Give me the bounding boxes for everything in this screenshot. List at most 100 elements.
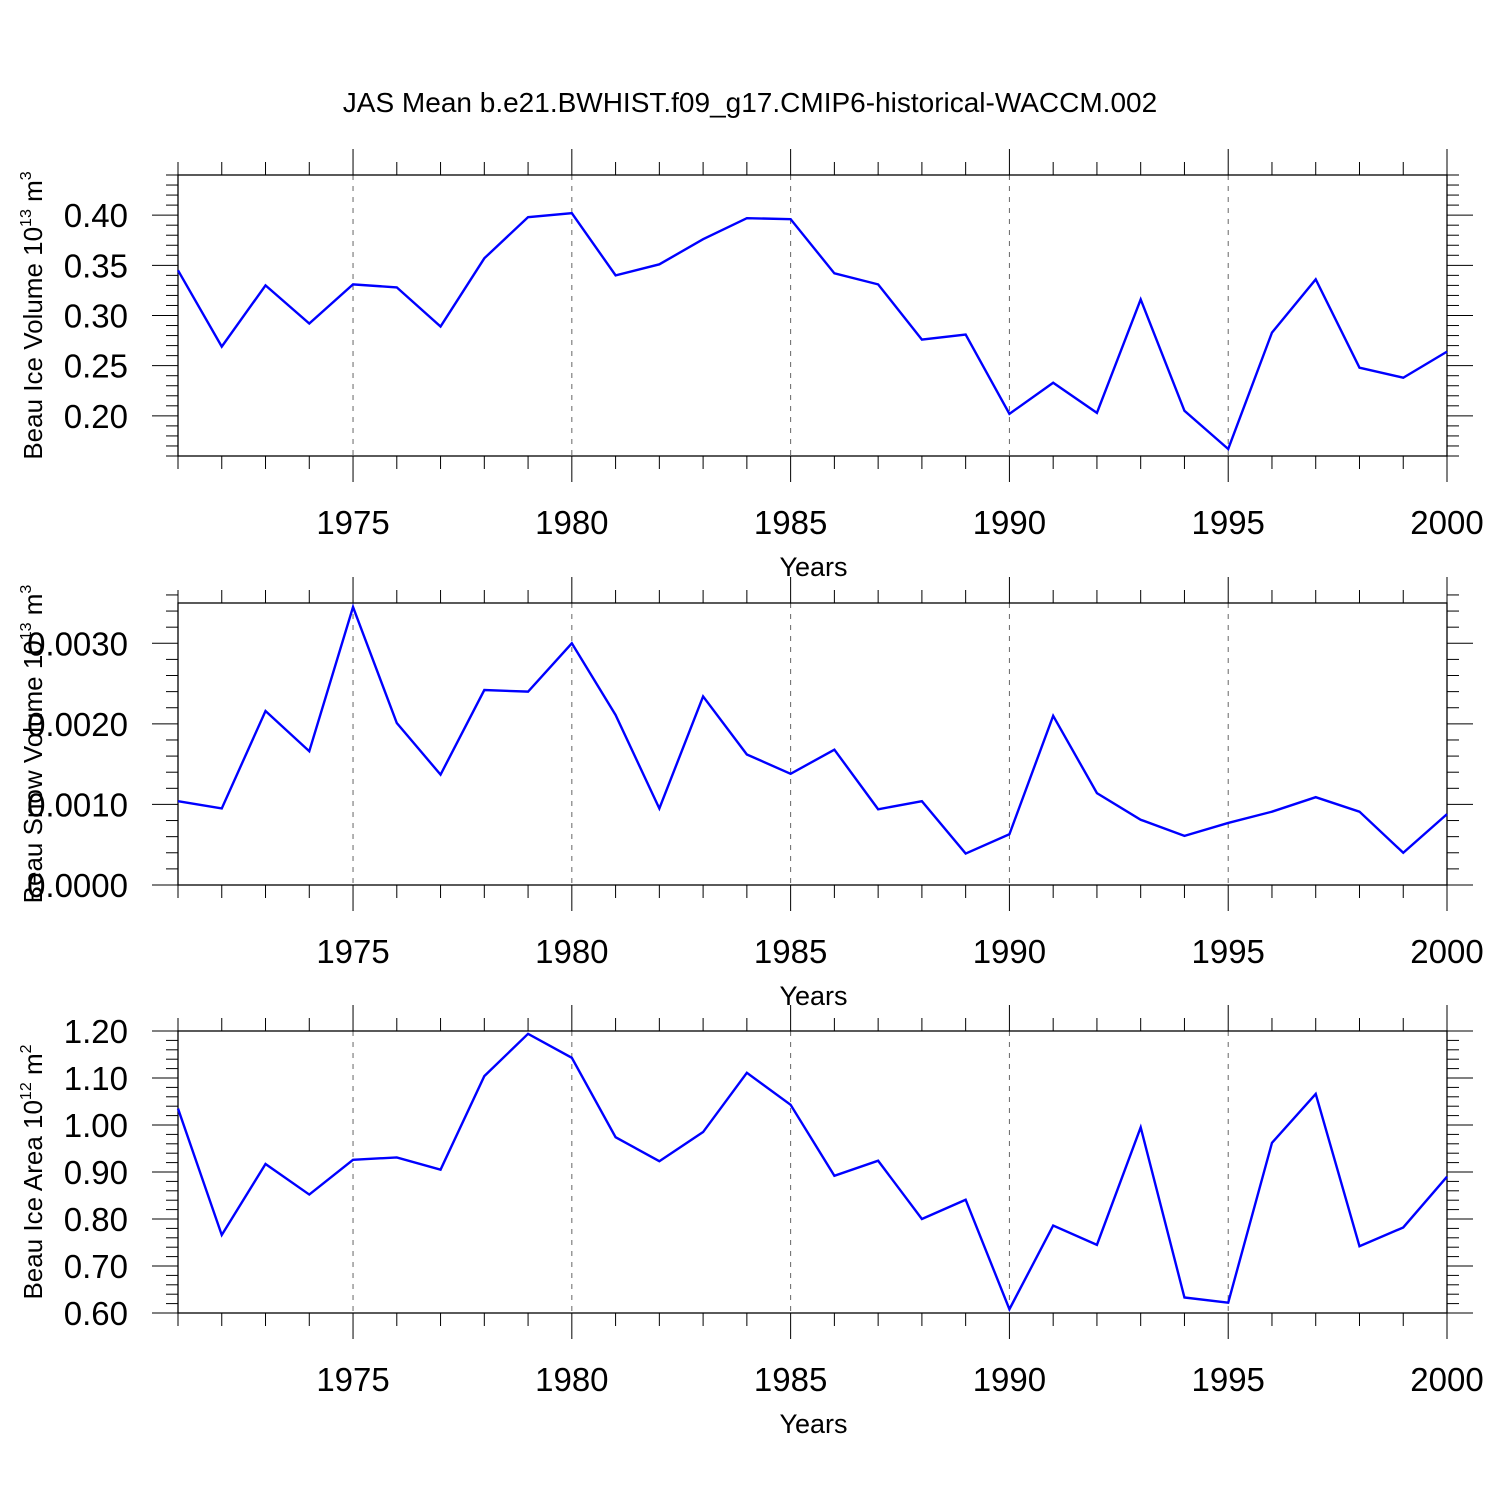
data-point <box>964 852 968 856</box>
panels-group: 1975 1980 1985 1990 1995 2000 Years 0.20 0.25 0.3… <box>18 149 1484 1439</box>
plot-frame <box>177 174 1448 457</box>
y-axis-title-exponent: 13 <box>18 622 35 640</box>
data-point <box>1182 1295 1186 1299</box>
data-point <box>789 217 793 221</box>
data-point <box>1139 297 1143 301</box>
data-point <box>1051 381 1055 385</box>
data-point <box>351 282 355 286</box>
data-point <box>657 806 661 810</box>
x-tick-label: 1980 <box>535 933 608 970</box>
data-point <box>1270 1141 1274 1145</box>
y-axis-title-unit-exponent: 2 <box>18 1044 35 1053</box>
data-point <box>1270 331 1274 335</box>
y-tick-label: 0.25 <box>64 348 128 385</box>
data-point <box>876 282 880 286</box>
data-point <box>657 1159 661 1163</box>
x-tick-label: 1985 <box>754 504 827 541</box>
data-point <box>570 1056 574 1060</box>
data-point <box>570 641 574 645</box>
x-tick-label: 1975 <box>316 933 389 970</box>
y-tick-label: 1.10 <box>64 1060 128 1097</box>
data-point <box>1357 810 1361 814</box>
data-point <box>307 749 311 753</box>
data-point <box>395 1155 399 1159</box>
data-point <box>1357 366 1361 370</box>
y-tick-label: 0.20 <box>64 398 128 435</box>
data-point <box>482 1074 486 1078</box>
data-point <box>1051 1224 1055 1228</box>
data-point <box>1401 1225 1405 1229</box>
x-tick-label: 1975 <box>316 1361 389 1398</box>
data-point <box>570 211 574 215</box>
y-tick-label: 0.35 <box>64 247 128 284</box>
data-point <box>482 256 486 260</box>
y-tick-label: 0.40 <box>64 197 128 234</box>
data-point <box>1095 791 1099 795</box>
data-point <box>701 1130 705 1134</box>
x-tick-label: 1995 <box>1191 504 1264 541</box>
data-point <box>1226 1301 1230 1305</box>
x-tick-label: 1985 <box>754 1361 827 1398</box>
data-point <box>1445 1175 1449 1179</box>
y-axis-title-unit-exponent: 3 <box>18 585 35 594</box>
data-point <box>876 1159 880 1163</box>
panel-1: 1975 1980 1985 1990 1995 2000 Years 0.20 0.25 0.3… <box>18 149 1484 582</box>
data-point <box>220 345 224 349</box>
data-point <box>920 799 924 803</box>
x-tick-label: 2000 <box>1410 1361 1483 1398</box>
y-axis-title: Beau Ice Area 1012 m2 <box>18 1044 48 1299</box>
y-tick-label: 0.30 <box>64 298 128 335</box>
data-point <box>920 1217 924 1221</box>
data-point <box>264 709 268 713</box>
data-point <box>220 1233 224 1237</box>
data-point <box>876 807 880 811</box>
data-point <box>614 273 618 277</box>
data-point <box>351 605 355 609</box>
data-point <box>220 806 224 810</box>
x-axis-title: Years <box>779 981 847 1011</box>
data-point <box>1445 350 1449 354</box>
data-point <box>745 216 749 220</box>
y-tick-label: 0.0010 <box>27 786 128 823</box>
data-point <box>1007 1307 1011 1311</box>
y-axis-title-unit-exponent: 3 <box>18 171 35 180</box>
data-point <box>1314 795 1318 799</box>
chart-title: JAS Mean b.e21.BWHIST.f09_g17.CMIP6-hist… <box>343 87 1157 118</box>
data-point <box>789 772 793 776</box>
panel-3: 1975 1980 1985 1990 1995 2000 Years 0.60 0.70 0.8… <box>18 1005 1484 1439</box>
data-point <box>832 1174 836 1178</box>
x-axis-title: Years <box>779 1409 847 1439</box>
data-point <box>395 721 399 725</box>
y-axis-title-unit: m <box>18 1053 48 1082</box>
y-tick-label: 0.70 <box>64 1248 128 1285</box>
x-tick-label: 1985 <box>754 933 827 970</box>
plot-frame <box>177 1030 1448 1314</box>
y-tick-label: 0.90 <box>64 1154 128 1191</box>
data-point <box>307 1193 311 1197</box>
data-point <box>395 285 399 289</box>
x-tick-label: 2000 <box>1410 504 1483 541</box>
data-point <box>1007 412 1011 416</box>
data-point <box>1182 409 1186 413</box>
data-point <box>1139 1125 1143 1129</box>
data-point <box>920 338 924 342</box>
data-point <box>351 1158 355 1162</box>
data-point <box>439 1168 443 1172</box>
y-axis-title-main: Beau Ice Area 10 <box>18 1100 48 1299</box>
data-point <box>1314 1092 1318 1096</box>
x-tick-label: 1995 <box>1191 1361 1264 1398</box>
y-axis-title-main: Beau Ice Volume 10 <box>18 227 48 460</box>
y-axis-title-exponent: 12 <box>18 1082 35 1100</box>
data-point <box>439 773 443 777</box>
data-point <box>789 1103 793 1107</box>
data-point <box>482 688 486 692</box>
data-point <box>1445 812 1449 816</box>
data-point <box>614 1135 618 1139</box>
y-axis-title-unit: m <box>18 594 48 623</box>
series-line <box>176 1032 1448 1313</box>
data-point <box>832 748 836 752</box>
y-axis-title: Beau Snow Volume 1013 m3 <box>18 585 48 904</box>
data-point <box>1007 832 1011 836</box>
data-point <box>176 268 180 272</box>
y-axis-title: Beau Ice Volume 1013 m3 <box>18 171 48 459</box>
